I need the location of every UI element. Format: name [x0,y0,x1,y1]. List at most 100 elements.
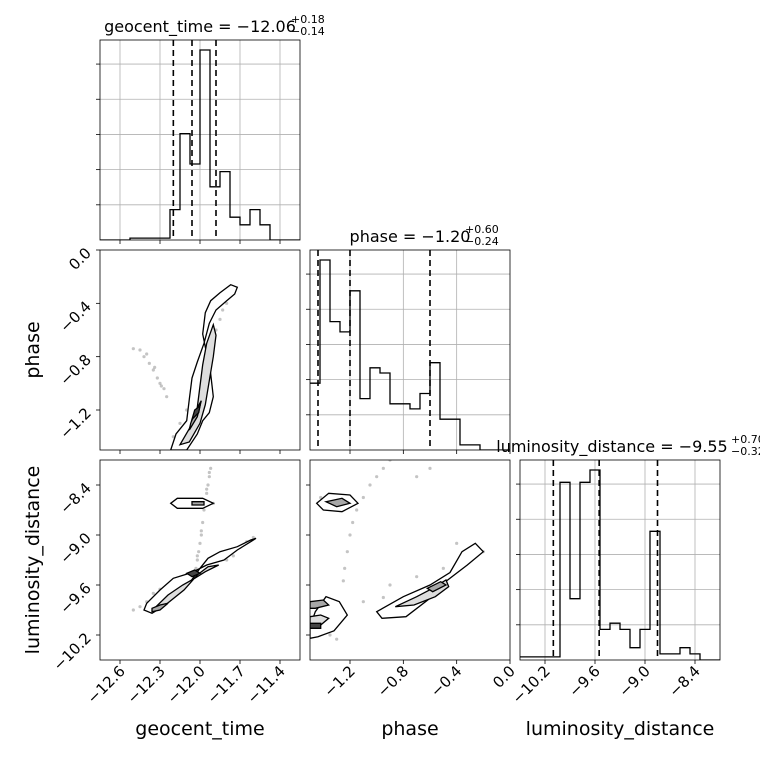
hist-steps-phase [310,259,510,450]
hist-panel-luminosity_distance: −10.2 −9.6 −9.0 −8.4 [509,459,721,707]
hist-panel-phase [306,249,511,454]
title-geocent_time-lower: −0.14 [291,25,325,38]
hist-steps-geocent_time [100,49,300,240]
title-geocent_time-upper: +0.18 [291,13,325,26]
scatter-point-14 [205,487,209,491]
title-geocent_time-median: −12.06 [237,17,296,36]
ytick-label-phase-2: −0.8 [56,351,94,389]
xtick-label-phase-2: −0.4 [427,662,465,700]
scatter-point-2 [147,361,151,365]
scatter-point-21 [335,637,339,641]
scatter-point-3 [205,491,209,495]
scatter-point-12 [415,475,419,479]
scatter-point-5 [351,520,355,525]
title-phase-median: −1.20 [421,227,470,246]
scatter-point-2 [206,483,210,487]
scatter-point-18 [151,591,155,595]
xtick-label-phase-1: −0.8 [374,662,412,700]
scatter-point-6 [162,387,166,391]
xtick-label-luminosity_distance-1: −9.6 [565,662,603,700]
contour-level-2 [310,599,331,609]
panel-frame-geocent_time-luminosity_distance [99,459,301,661]
scatter-point-0 [381,466,385,470]
pair-content-phase-luminosity_distance [310,450,485,641]
scatter-point-7 [165,395,169,399]
scatter-point-0 [209,466,213,470]
scatter-point-5 [158,381,162,385]
xlabel-phase: phase [381,718,438,740]
scatter-point-3 [361,495,365,500]
scatter-point-3 [151,368,155,372]
pair-content-geocent_time-luminosity_distance [131,466,257,615]
contour-level-4 [375,542,485,619]
xtick-label-phase-0: −1.2 [320,662,358,700]
contour-level-1 [178,322,217,446]
scatter-point-11 [395,450,398,453]
panel-frame-luminosity_distance [519,459,721,661]
scatter-point-21 [225,301,229,305]
scatter-point-20 [138,605,142,609]
scatter-point-9 [197,550,201,554]
contour-level-3 [190,404,201,422]
title-luminosity_distance-lower: −0.32 [731,445,760,458]
xtick-label-geocent_time-4: −11.4 [244,662,289,707]
contour-level-3 [310,622,322,629]
scatter-point-16 [221,308,225,312]
xtick-label-geocent_time-0: −12.6 [84,662,129,707]
scatter-point-22 [231,554,235,558]
title-geocent_time-prefix: geocent_time = [104,17,237,37]
contour-level-1 [154,564,219,608]
xtick-label-luminosity_distance-3: −8.4 [665,662,703,700]
xtick-label-luminosity_distance-2: −9.0 [615,662,653,700]
scatter-point-4 [355,508,359,512]
panels-layer: −10.2 −9.6 −9.0 −8.40.0−0.4−0.8−1.2−12.6−12… [50,39,721,707]
pair-panel-phase-vs-luminosity_distance: −1.2 −0.8 −0.4 0.0 [306,450,519,701]
scatter-point-9 [153,365,157,369]
scatter-point-17 [195,554,199,558]
contour-level-5 [191,501,205,506]
scatter-point-5 [202,508,206,512]
scatter-point-11 [194,566,198,570]
ylabel-phase: phase [22,321,44,378]
scatter-point-16 [199,529,203,533]
scatter-point-11 [131,347,135,351]
contour-level-6 [425,580,448,593]
scatter-point-10 [195,558,199,562]
scatter-point-8 [198,541,202,545]
scatter-point-23 [178,421,182,425]
panel-frame-phase [309,249,511,451]
ytick-label-luminosity_distance-2: −9.6 [56,579,94,617]
scatter-point-6 [201,520,205,525]
title-phase-prefix: phase = [350,227,422,246]
ytick-label-phase-0: 0.0 [65,244,95,274]
scatter-point-1 [142,355,146,359]
scatter-point-20 [328,633,332,637]
ytick-label-luminosity_distance-3: −10.2 [50,629,95,674]
scatter-point-4 [155,376,159,380]
title-luminosity_distance-median: −9.55 [679,437,728,456]
scatter-point-15 [415,575,419,579]
scatter-point-20 [218,317,222,321]
scatter-point-9 [341,579,345,583]
scatter-point-7 [345,550,349,554]
xtick-label-geocent_time-3: −11.7 [204,662,249,707]
panel-frame-phase-luminosity_distance [309,459,511,661]
contour-level-3 [185,569,202,578]
scatter-point-2 [368,483,372,487]
scatter-point-10 [159,384,163,388]
pair-panel-geocent_time-vs-phase: 0.0 −0.4 −0.8 −1.2 [56,244,301,454]
scatter-point-16 [441,566,445,570]
xlabel-luminosity_distance: luminosity_distance [526,718,715,740]
title-geocent_time: geocent_time = −12.06 [104,17,296,37]
scatter-point-6 [348,533,352,537]
scatter-point-8 [343,566,347,570]
title-luminosity_distance-prefix: luminosity_distance = [496,437,678,457]
ytick-label-phase-1: −0.4 [56,297,94,335]
title-phase: phase = −1.20 [350,227,471,246]
title-phase-upper: +0.60 [465,223,499,236]
hist-panel-geocent_time [96,39,301,244]
ylabel-luminosity_distance: luminosity_distance [22,466,44,655]
scatter-point-7 [199,533,203,537]
scatter-point-26 [455,541,459,545]
